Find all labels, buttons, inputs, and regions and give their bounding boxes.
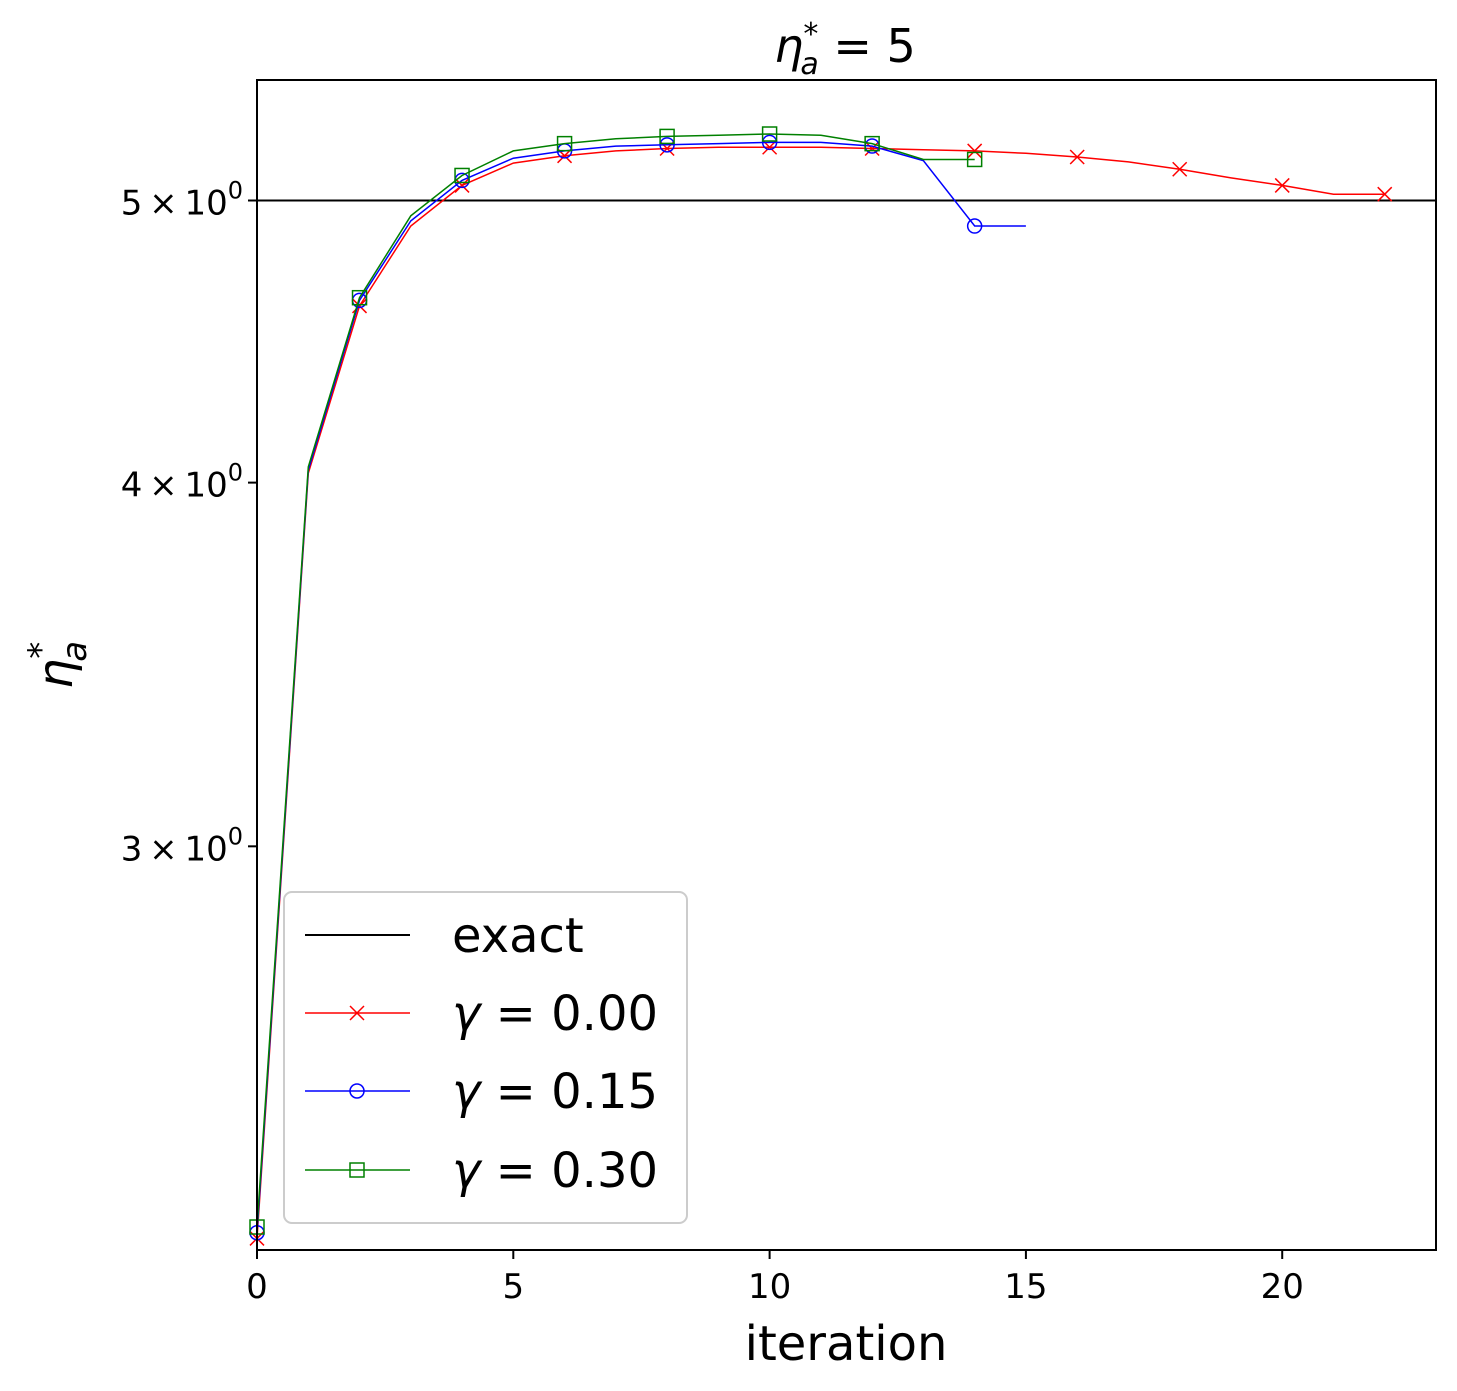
- title-sub: a: [800, 47, 818, 82]
- data-point-x-marker: [454, 177, 470, 193]
- legend-equals-000: =: [480, 986, 551, 1042]
- x-tick-label: 15: [1004, 1267, 1047, 1307]
- x-tick-label: 0: [246, 1267, 268, 1307]
- legend-gamma-symbol-000: γ: [452, 986, 483, 1042]
- data-point-circle-marker: [966, 218, 983, 234]
- data-point-square-marker: [351, 289, 368, 306]
- data-point-x-marker: [1274, 177, 1290, 193]
- legend-marker-x: [349, 1005, 365, 1021]
- legend-marker-circle: [349, 1083, 365, 1099]
- series-line-1: [256, 141, 1026, 1233]
- y-tick-label: 5 × 100: [121, 176, 243, 223]
- data-point-x-marker: [1377, 186, 1393, 202]
- legend: exact γ = 0.00 γ = 0.15 γ = 0.30: [283, 891, 688, 1224]
- y-tick-label: 3 × 100: [121, 822, 243, 869]
- legend-label-exact: exact: [452, 908, 584, 964]
- x-marker-stroke: [1172, 161, 1188, 177]
- legend-marker-square: [349, 1162, 365, 1178]
- data-point-square-marker: [556, 135, 573, 152]
- ticks: 0 5 10 15 20 3 × 100 4 × 100 5 × 100: [121, 176, 1304, 1307]
- data-point-x-marker: [1172, 161, 1188, 177]
- x-tick-label: 20: [1261, 1267, 1304, 1307]
- legend-equals-030: =: [480, 1143, 551, 1199]
- x-tick-label: 10: [748, 1267, 791, 1307]
- ylabel-sub: a: [55, 641, 95, 662]
- legend-gamma-value-000: 0.00: [551, 986, 658, 1042]
- x-marker-stroke: [1069, 149, 1085, 165]
- data-point-square-marker: [864, 135, 880, 152]
- x-marker-stroke: [967, 143, 983, 159]
- title-eta: η: [774, 19, 803, 73]
- ylabel-eta: η: [28, 659, 84, 689]
- legend-label-gamma-000: γ = 0.00: [452, 986, 658, 1042]
- series-line-0: [256, 146, 1385, 1239]
- data-point-circle-marker: [761, 134, 778, 151]
- y-tick-label: 4 × 100: [121, 459, 243, 506]
- legend-label-gamma-030: γ = 0.30: [452, 1143, 658, 1199]
- data-point-square-marker: [659, 128, 675, 145]
- legend-gamma-symbol-030: γ: [452, 1143, 483, 1199]
- series-line-2: [256, 133, 975, 1228]
- legend-gamma-value-030: 0.30: [551, 1143, 658, 1199]
- data-point-x-marker: [967, 143, 983, 159]
- ylabel-sup: *: [21, 642, 61, 659]
- y-axis-label: η*a: [21, 641, 95, 689]
- x-marker-stroke: [1377, 186, 1393, 202]
- x-marker-stroke: [864, 140, 880, 157]
- legend-gamma-value-015: 0.15: [551, 1064, 658, 1120]
- plot-frame: [256, 79, 1437, 1251]
- legend-equals-015: =: [480, 1064, 551, 1120]
- legend-label-gamma-015: γ = 0.15: [452, 1064, 658, 1120]
- data-point-square-marker: [761, 126, 778, 142]
- legend-gamma-symbol-015: γ: [452, 1064, 483, 1120]
- chart-title: η* a = 5: [774, 17, 916, 82]
- data-point-x-marker: [864, 140, 880, 157]
- x-axis-label: iteration: [745, 1316, 948, 1372]
- x-marker-stroke: [454, 177, 470, 193]
- data-point-x-marker: [1069, 149, 1085, 165]
- title-rest: = 5: [819, 19, 916, 73]
- title-sup: *: [803, 17, 818, 52]
- plot-area: [249, 126, 1436, 1246]
- x-marker-stroke: [1274, 177, 1290, 193]
- data-point-square-marker: [454, 167, 470, 184]
- x-tick-label: 5: [502, 1267, 524, 1307]
- data-point-circle-marker: [659, 137, 675, 153]
- data-point-square-marker: [966, 151, 983, 168]
- legend-box: [283, 891, 688, 1224]
